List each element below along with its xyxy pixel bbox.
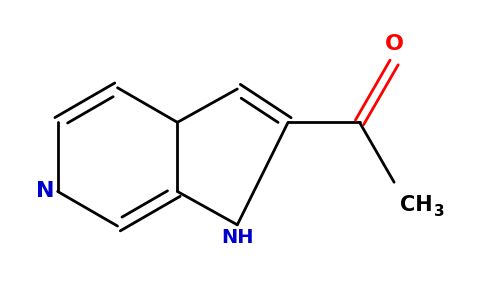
Text: NH: NH — [221, 228, 254, 247]
Text: CH: CH — [400, 195, 432, 215]
Text: O: O — [385, 34, 404, 54]
Text: 3: 3 — [434, 204, 445, 219]
Text: N: N — [36, 182, 55, 202]
